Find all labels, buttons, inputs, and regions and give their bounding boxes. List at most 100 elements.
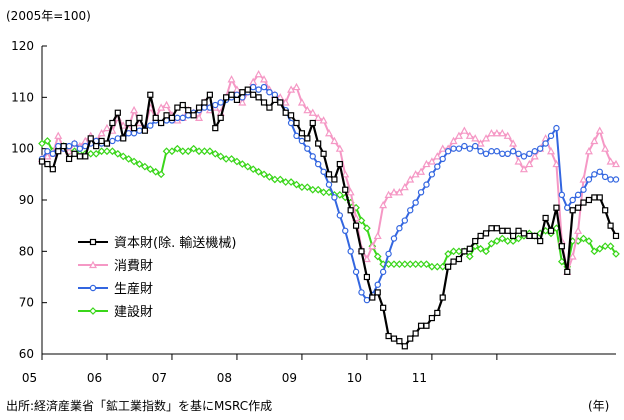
data-point: [427, 157, 436, 165]
data-point: [472, 237, 479, 245]
data-point: [38, 158, 46, 165]
data-point: [596, 168, 603, 175]
y-tick-label: 90: [19, 193, 34, 207]
data-point: [369, 294, 376, 301]
data-point: [141, 127, 148, 134]
data-point: [476, 244, 485, 253]
data-point: [297, 98, 306, 106]
data-point: [509, 237, 517, 245]
data-point: [260, 75, 269, 83]
data-point: [445, 263, 452, 270]
data-point: [438, 262, 447, 271]
data-point: [314, 113, 323, 121]
data-point: [103, 147, 111, 156]
data-point: [249, 83, 257, 91]
data-point: [580, 186, 587, 193]
data-point: [406, 175, 415, 183]
data-point: [374, 281, 381, 288]
data-point: [308, 185, 317, 194]
data-point: [498, 234, 507, 243]
data-point: [65, 155, 73, 163]
data-point: [493, 225, 500, 232]
x-tick-label: 07: [152, 371, 167, 385]
data-point: [195, 147, 203, 156]
data-point: [590, 136, 599, 145]
data-point: [103, 140, 111, 147]
data-point: [525, 159, 534, 168]
data-point: [179, 101, 186, 109]
data-point: [411, 260, 420, 269]
data-point: [250, 91, 257, 98]
data-point: [547, 146, 556, 155]
data-point: [135, 160, 144, 168]
data-point: [38, 139, 46, 148]
data-point: [428, 262, 436, 271]
data-point: [607, 176, 614, 183]
data-point: [482, 247, 490, 256]
data-point: [444, 148, 452, 155]
data-point: [49, 150, 57, 157]
x-tick-label: 10: [347, 371, 362, 385]
data-point: [503, 131, 512, 139]
data-point: [157, 103, 166, 111]
data-point: [384, 190, 393, 198]
data-point: [515, 150, 522, 157]
data-point: [292, 180, 301, 189]
data-point: [520, 230, 528, 237]
data-point: [411, 170, 420, 178]
data-point: [76, 145, 84, 152]
data-point: [335, 191, 344, 199]
data-point: [330, 136, 339, 145]
data-point: [266, 88, 273, 96]
data-point: [233, 96, 241, 104]
data-point: [385, 250, 392, 258]
data-point: [412, 199, 419, 206]
data-point: [254, 167, 263, 176]
data-point: [206, 91, 213, 98]
data-point: [493, 148, 501, 155]
data-point: [498, 129, 507, 137]
x-tick-label: 11: [412, 371, 427, 385]
x-axis: 05 06 07 08 09 10 11: [22, 353, 616, 385]
data-point: [584, 146, 593, 155]
data-point: [542, 140, 549, 147]
data-point: [314, 160, 322, 168]
data-point: [97, 147, 106, 156]
data-point: [499, 150, 506, 157]
data-point: [346, 188, 355, 196]
data-point: [460, 126, 469, 134]
data-point: [417, 322, 425, 329]
data-point: [212, 125, 219, 132]
data-point: [595, 244, 604, 253]
data-point: [147, 91, 154, 98]
data-point: [390, 260, 398, 269]
data-point: [271, 175, 279, 184]
data-point: [216, 152, 225, 161]
data-point: [434, 309, 441, 317]
data-point: [184, 147, 193, 156]
data-point: [590, 247, 599, 256]
data-point: [363, 224, 371, 233]
legend-marker: [89, 307, 97, 315]
data-point: [109, 119, 116, 127]
data-point: [579, 234, 588, 243]
data-point: [260, 170, 268, 179]
data-point: [601, 242, 610, 251]
data-point: [428, 314, 435, 322]
data-point: [455, 145, 463, 152]
data-point: [304, 145, 311, 152]
data-point: [433, 152, 442, 160]
data-point: [185, 112, 192, 119]
data-point: [44, 160, 51, 168]
data-point: [380, 304, 387, 311]
data-point: [298, 183, 306, 192]
data-point: [434, 163, 441, 170]
data-point: [465, 252, 474, 261]
data-point: [422, 159, 431, 168]
data-point: [227, 155, 236, 163]
data-point: [315, 140, 322, 147]
legend-marker: [89, 284, 97, 292]
data-point: [395, 188, 404, 196]
y-tick-label: 110: [11, 90, 34, 104]
data-point: [93, 143, 100, 150]
